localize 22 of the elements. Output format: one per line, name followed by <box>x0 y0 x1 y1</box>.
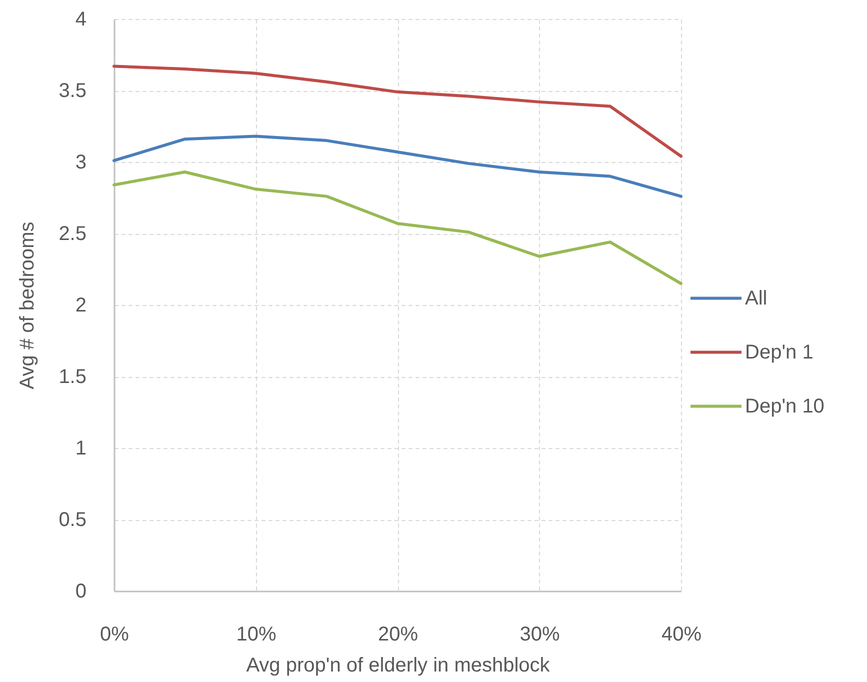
legend-label: Dep'n 10 <box>745 395 824 418</box>
line-series <box>112 64 682 158</box>
y-tick-label: 4 <box>75 8 86 30</box>
x-tick-label: 10% <box>236 624 276 646</box>
y-tick-label: 2.5 <box>58 223 86 245</box>
y-tick-label: 1.5 <box>58 366 86 388</box>
y-tick-label: 2 <box>75 294 86 316</box>
y-tick-label: 3 <box>75 152 86 174</box>
line-series <box>112 170 682 286</box>
legend-label: Dep'n 1 <box>745 341 814 364</box>
y-tick-label: 1 <box>75 438 86 460</box>
line-series <box>112 134 682 198</box>
x-tick-label: 0% <box>100 624 130 646</box>
y-axis-title: Avg # of bedrooms <box>16 222 39 390</box>
x-tick-label: 20% <box>378 624 418 646</box>
y-tick-label: 3.5 <box>58 80 86 102</box>
y-tick-label: 0.5 <box>58 509 86 531</box>
x-tick-label: 30% <box>520 624 560 646</box>
x-axis-title: Avg prop'n of elderly in meshblock <box>246 654 551 676</box>
y-tick-label: 0 <box>75 580 86 602</box>
x-tick-label: 40% <box>661 624 702 646</box>
legend-label: All <box>745 287 768 310</box>
